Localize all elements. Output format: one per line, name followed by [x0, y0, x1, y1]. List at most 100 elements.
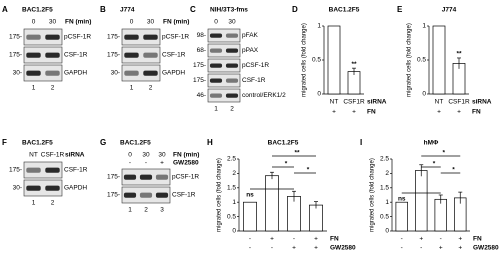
- condition-sign: +: [314, 236, 318, 243]
- mw-marker: 175-: [193, 62, 206, 69]
- x-tick-label: NT: [435, 99, 444, 106]
- lane-header: FN (min): [173, 152, 199, 159]
- row-label: pCSF-1R: [162, 34, 189, 41]
- row-label: CSF-1R: [162, 52, 186, 59]
- panel-letter: E: [397, 5, 403, 14]
- panel-letter: D: [292, 5, 298, 14]
- row-label: CSF-1R: [242, 77, 266, 84]
- y-tick-label: 0.5: [417, 57, 426, 64]
- lane-number: 2: [51, 200, 55, 207]
- blot-box: [23, 179, 63, 197]
- row-label: pCSF-1R: [64, 34, 91, 41]
- chart-title: BAC1.2F5: [268, 140, 299, 147]
- condition-sign: +: [352, 109, 356, 116]
- panel-letter: B: [100, 5, 106, 14]
- chart-title: J774: [442, 7, 457, 14]
- mw-marker: 175-: [9, 167, 22, 174]
- condition-sign: +: [437, 109, 441, 116]
- y-axis-title: migrated cells (fold change): [217, 158, 223, 232]
- condition-sign: -: [249, 236, 251, 243]
- mw-marker: 175-: [107, 52, 120, 59]
- y-tick-label: 2: [385, 170, 389, 177]
- lane-label: 30: [158, 152, 166, 159]
- y-tick-label: 1.5: [227, 185, 236, 192]
- condition-name: FN: [472, 109, 481, 116]
- blot-box: [207, 58, 241, 73]
- bar: [243, 201, 257, 232]
- y-tick-label: 0: [317, 91, 321, 98]
- blot-band: [209, 63, 223, 68]
- condition-sign: +: [292, 245, 296, 252]
- lane-number: 1: [128, 207, 132, 214]
- comparison-label: *: [452, 167, 455, 174]
- panel-letter: G: [100, 138, 106, 147]
- comparison-label: *: [285, 161, 288, 168]
- bar: [265, 175, 279, 232]
- mw-marker: 30-: [13, 185, 22, 192]
- panel-letter: F: [2, 138, 7, 147]
- lane-header: FN (min): [65, 19, 91, 26]
- comparison-label: *: [307, 167, 310, 174]
- condition-sign: +: [457, 109, 461, 116]
- row-label: pCSF-1R: [242, 62, 269, 69]
- condition-name: GW2580: [330, 245, 356, 252]
- row-label: control/ERK1/2: [242, 92, 286, 99]
- blot-band: [225, 93, 239, 98]
- lane-number: 1: [214, 106, 218, 113]
- lane-number: 1: [32, 200, 36, 207]
- x-tick-label: CSF1R: [343, 99, 365, 106]
- treatment-sign: -: [129, 160, 131, 167]
- mw-marker: 68-: [197, 47, 206, 54]
- row-label: CSF-1R: [64, 167, 88, 174]
- comparison-label: *: [442, 150, 445, 157]
- row-label: GAPDH: [64, 70, 87, 77]
- blot-title: BAC1.2F5: [22, 7, 53, 14]
- comparison-label: ns: [398, 196, 406, 203]
- lane-number: 2: [149, 85, 153, 92]
- blot-band: [209, 33, 223, 38]
- blot-box: [121, 64, 161, 82]
- panel-letter: C: [190, 5, 196, 14]
- blot-box: [207, 88, 241, 103]
- blot-title: BAC1.2F5: [120, 140, 151, 147]
- blot-box: [207, 28, 241, 43]
- condition-sign: -: [249, 245, 251, 252]
- condition-sign: -: [420, 245, 422, 252]
- lane-number: 1: [32, 85, 36, 92]
- blot-band: [45, 34, 60, 40]
- mw-marker: 175-: [107, 192, 120, 199]
- mw-marker: 175-: [107, 34, 120, 41]
- mw-marker: 175-: [9, 34, 22, 41]
- y-tick-label: 1: [232, 199, 236, 206]
- blot-title: BAC1.2F5: [22, 140, 53, 147]
- bar: [287, 196, 301, 232]
- condition-sign: -: [401, 245, 403, 252]
- lane-number: 2: [51, 85, 55, 92]
- blot-band: [26, 52, 41, 58]
- x-tick-label: NT: [330, 99, 339, 106]
- lane-label: 30: [142, 152, 150, 159]
- blot-band: [123, 174, 137, 180]
- blot-band: [26, 167, 41, 173]
- y-axis-title: migrated cells (fold change): [370, 158, 376, 232]
- condition-sign: +: [458, 245, 462, 252]
- row-label: GAPDH: [64, 185, 87, 192]
- lane-label: 0: [130, 19, 134, 26]
- comparison-label: **: [294, 150, 300, 157]
- y-tick-label: 0.5: [312, 57, 321, 64]
- panel-letter: A: [2, 5, 8, 14]
- blot-band: [143, 70, 158, 76]
- blot-box: [207, 43, 241, 58]
- mw-marker: 30-: [111, 70, 120, 77]
- blot-band: [124, 34, 139, 40]
- condition-name: FN: [330, 236, 339, 243]
- y-tick-label: 2: [232, 170, 236, 177]
- y-tick-label: 1: [385, 199, 389, 206]
- blot-band: [143, 52, 158, 58]
- blot-band: [124, 70, 139, 76]
- lane-label: 0: [214, 19, 218, 26]
- lane-label: 0: [32, 19, 36, 26]
- mw-marker: 46-: [197, 92, 206, 99]
- y-tick-label: 0: [385, 228, 389, 235]
- row-label: CSF-1R: [172, 192, 196, 199]
